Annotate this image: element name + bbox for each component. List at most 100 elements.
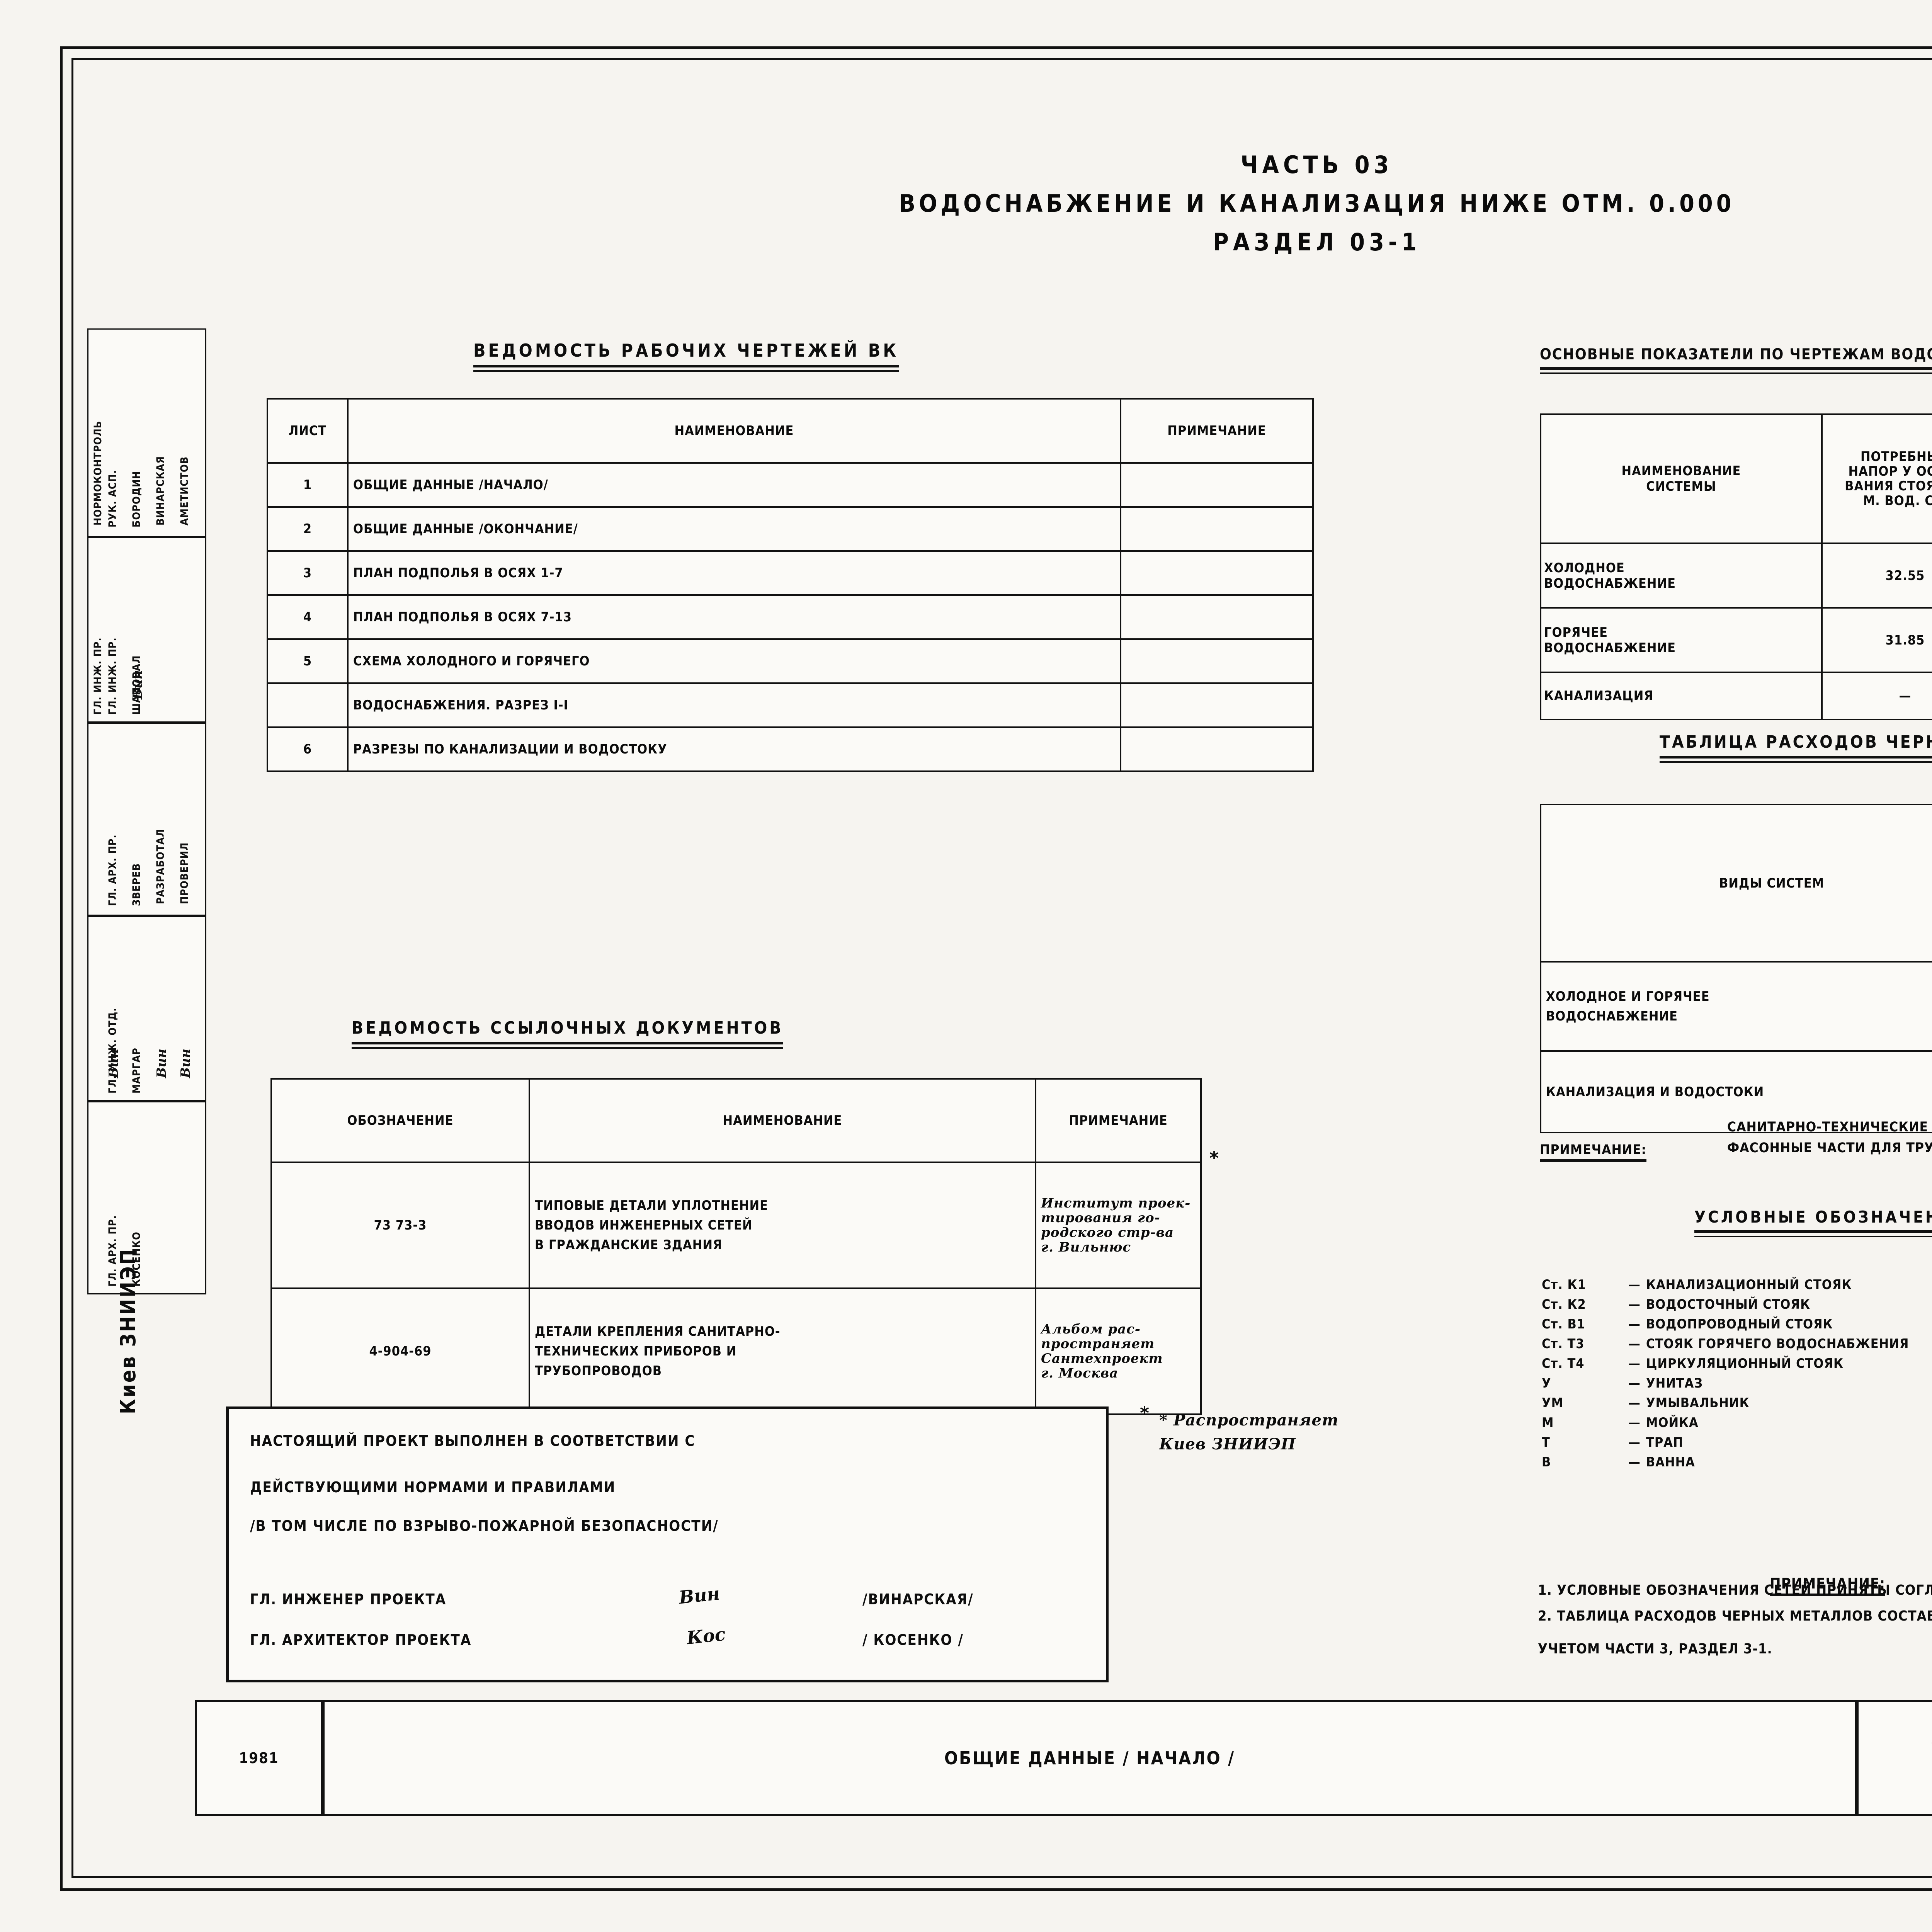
sheets-table: ЛИСТ НАИМЕНОВАНИЕ ПРИМЕЧАНИЕ 1 ОБЩИЕ ДАН… bbox=[267, 398, 1314, 772]
strip-role-0: РУК. АСП. bbox=[107, 469, 119, 527]
legend-desc: УМЫВАЛЬНИК bbox=[1646, 1395, 1750, 1411]
strip-role-2: ГЛ. АРХ. ПР. bbox=[107, 834, 119, 906]
refs-table: ОБОЗНАЧЕНИЕ НАИМЕНОВАНИЕ ПРИМЕЧАНИЕ 73 7… bbox=[270, 1078, 1202, 1415]
statement-line-3: /В ТОМ ЧИСЛЕ ПО ВЗРЫВО-ПОЖАРНОЙ БЕЗОПАСН… bbox=[250, 1517, 719, 1534]
legend-dash-icon: — bbox=[1628, 1356, 1641, 1371]
bottom-note-3: УЧЕТОМ ЧАСТИ 3, РАЗДЕЛ 3-1. bbox=[1538, 1641, 1772, 1657]
table-row: КАНАЛИЗАЦИЯ — 75,60 8,68 6,52 — — bbox=[1540, 672, 1932, 720]
table-row: 6 РАЗРЕЗЫ ПО КАНАЛИЗАЦИИ И ВОДОСТОКУ bbox=[267, 726, 1314, 772]
metals-table: ВИДЫ СИСТЕМ ВСЕГО НА 1 КВ. М ПОЛЕЗНОЙ ПЛ… bbox=[1539, 804, 1932, 1133]
cell-name: ОБЩИЕ ДАННЫЕ /НАЧАЛО/ bbox=[347, 462, 1121, 508]
strip-signature-3: Вин bbox=[106, 1049, 121, 1078]
statement-name-2: / КОСЕНКО / bbox=[862, 1631, 964, 1648]
col-header-name: НАИМЕНОВАНИЕ bbox=[347, 398, 1121, 464]
cell-kind: КАНАЛИЗАЦИЯ И ВОДОСТОКИ bbox=[1539, 1050, 1932, 1133]
cell-num bbox=[267, 682, 349, 728]
table-header-row: ВИДЫ СИСТЕМ ВСЕГО НА 1 КВ. М ПОЛЕЗНОЙ ПЛ… bbox=[1539, 804, 1932, 963]
cell-name: ВОДОСНАБЖЕНИЯ. РАЗРЕЗ I-I bbox=[347, 682, 1121, 728]
cell-name: СХЕМА ХОЛОДНОГО И ГОРЯЧЕГО bbox=[347, 638, 1121, 684]
table-header-row: ОБОЗНАЧЕНИЕ НАИМЕНОВАНИЕ ПРИМЕЧАНИЕ bbox=[270, 1078, 1202, 1163]
cell-num: 3 bbox=[267, 550, 349, 596]
cell-name: ДЕТАЛИ КРЕПЛЕНИЯ САНИТАРНО- ТЕХНИЧЕСКИХ … bbox=[529, 1287, 1036, 1415]
cell-name: ТИПОВЫЕ ДЕТАЛИ УПЛОТНЕНИЕ ВВОДОВ ИНЖЕНЕР… bbox=[529, 1162, 1036, 1289]
cell-system: ХОЛОДНОЕ ВОДОСНАБЖЕНИЕ bbox=[1540, 543, 1823, 609]
legend-key: УМ bbox=[1542, 1395, 1564, 1411]
legend-item: УМ — УМЫВАЛЬНИК bbox=[1542, 1393, 1909, 1413]
legend-dash-icon: — bbox=[1628, 1415, 1641, 1430]
legend-dash-icon: — bbox=[1628, 1336, 1641, 1352]
col-header-note: ПРИМЕЧАНИЕ bbox=[1035, 1078, 1202, 1163]
header-line-section: РАЗДЕЛ 03-1 bbox=[1213, 228, 1421, 256]
col-header-code: ОБОЗНАЧЕНИЕ bbox=[270, 1078, 530, 1163]
organization-label: Киев ЗНИИЭП bbox=[116, 1247, 140, 1414]
cell-num: 6 bbox=[267, 726, 349, 772]
cell-note bbox=[1120, 682, 1314, 728]
col-header-note: ПРИМЕЧАНИЕ bbox=[1120, 398, 1314, 464]
legend-item: У — УНИТАЗ bbox=[1542, 1374, 1909, 1393]
legend-item: Т — ТРАП bbox=[1542, 1433, 1909, 1452]
cell-pressure: 32.55 bbox=[1821, 543, 1932, 609]
strip-row-3 bbox=[87, 723, 206, 916]
statement-box: НАСТОЯЩИЙ ПРОЕКТ ВЫПОЛНЕН В СООТВЕТСТВИИ… bbox=[226, 1406, 1109, 1682]
metals-table-title: ТАБЛИЦА РАСХОДОВ ЧЕРНЫХ МЕТАЛЛОВ bbox=[1660, 732, 1932, 763]
indicators-table: НАИМЕНОВАНИЕ СИСТЕМЫ ПОТРЕБНЫЙ НАПОР У О… bbox=[1540, 413, 1932, 720]
legend-item: Ст. В1 — ВОДОПРОВОДНЫЙ СТОЯК bbox=[1542, 1315, 1909, 1334]
strip-signature-1: Вин bbox=[154, 1049, 169, 1078]
legend-item: В — ВАННА bbox=[1542, 1452, 1909, 1472]
legend-item: Ст. К2 — ВОДОСТОЧНЫЙ СТОЯК bbox=[1542, 1295, 1909, 1315]
col-header-sheet: ЛИСТ bbox=[267, 398, 349, 464]
strip-name-3: МАРГАР bbox=[131, 1048, 143, 1094]
bottom-note-1: 1. УСЛОВНЫЕ ОБОЗНАЧЕНИЯ СЕТЕЙ ПРИНЯТЫ СО… bbox=[1538, 1582, 1932, 1598]
left-approval-strip: РУК. АСП. ГЛ. ИНЖ. ПР. ГЛ. АРХ. ПР. ГЛ. … bbox=[72, 58, 288, 1874]
legend-key: Ст. Т4 bbox=[1542, 1356, 1585, 1371]
col-header-system: НАИМЕНОВАНИЕ СИСТЕМЫ bbox=[1540, 413, 1823, 544]
table-row: КАНАЛИЗАЦИЯ И ВОДОСТОКИ — 4,6 — 1,27 bbox=[1539, 1050, 1932, 1133]
cell-pressure: 31.85 bbox=[1821, 607, 1932, 673]
cell-num: 2 bbox=[267, 506, 349, 552]
metals-note-label: ПРИМЕЧАНИЕ: bbox=[1540, 1142, 1647, 1162]
header-line-title: ВОДОСНАБЖЕНИЕ И КАНАЛИЗАЦИЯ НИЖЕ ОТМ. 0.… bbox=[899, 189, 1735, 218]
legend-dash-icon: — bbox=[1628, 1316, 1641, 1332]
legend-desc: УНИТАЗ bbox=[1646, 1376, 1703, 1391]
legend-key: Ст. Т3 bbox=[1542, 1336, 1585, 1352]
cell-system: КАНАЛИЗАЦИЯ bbox=[1540, 672, 1823, 720]
table-row: 4 ПЛАН ПОДПОЛЬЯ В ОСЯХ 7-13 bbox=[267, 594, 1314, 640]
metals-note-text: САНИТАРНО-ТЕХНИЧЕСКИЕ ПРИБОРЫ, АРМАТУРА,… bbox=[1727, 1119, 1932, 1156]
legend-desc: КАНАЛИЗАЦИОННЫЙ СТОЯК bbox=[1646, 1277, 1852, 1293]
legend-key: У bbox=[1542, 1376, 1551, 1391]
legend-dash-icon: — bbox=[1628, 1297, 1641, 1312]
col-header-name: НАИМЕНОВАНИЕ bbox=[529, 1078, 1036, 1163]
legend-key: Ст. К2 bbox=[1542, 1297, 1586, 1312]
legend-title: УСЛОВНЫЕ ОБОЗНАЧЕНИЯ: bbox=[1694, 1208, 1932, 1237]
legend-item: Ст. Т4 — ЦИРКУЛЯЦИОННЫЙ СТОЯК bbox=[1542, 1354, 1909, 1374]
cell-code: 4-904-69 bbox=[270, 1287, 530, 1415]
statement-name-1: /ВИНАРСКАЯ/ bbox=[862, 1591, 974, 1608]
legend-dash-icon: — bbox=[1628, 1277, 1641, 1293]
title-block-stamp: 1981 ОБЩИЕ ДАННЫЕ / НАЧАЛО / ТИПОВОЙ ПРО… bbox=[195, 1700, 1932, 1828]
stamp-year: 1981 bbox=[195, 1700, 323, 1816]
statement-role-2: ГЛ. АРХИТЕКТОР ПРОЕКТА bbox=[250, 1631, 472, 1648]
col-header-pressure: ПОТРЕБНЫЙ НАПОР У ОСНО- ВАНИЯ СТОЯКОВ М.… bbox=[1821, 413, 1932, 544]
table-row: ВОДОСНАБЖЕНИЯ. РАЗРЕЗ I-I bbox=[267, 682, 1314, 728]
legend-desc: СТОЯК ГОРЯЧЕГО ВОДОСНАБЖЕНИЯ bbox=[1646, 1336, 1909, 1352]
legend-desc: ВАННА bbox=[1646, 1454, 1695, 1470]
sheets-table-title: ВЕДОМОСТЬ РАБОЧИХ ЧЕРТЕЖЕЙ ВК bbox=[473, 340, 899, 372]
table-row: 73 73-3 ТИПОВЫЕ ДЕТАЛИ УПЛОТНЕНИЕ ВВОДОВ… bbox=[270, 1162, 1202, 1289]
table-header-row: ЛИСТ НАИМЕНОВАНИЕ ПРИМЕЧАНИЕ bbox=[267, 398, 1314, 464]
signature-chief-engineer: Вин bbox=[678, 1583, 721, 1608]
legend-key: Т bbox=[1542, 1435, 1550, 1450]
stamp-doc-title: ОБЩИЕ ДАННЫЕ / НАЧАЛО / bbox=[323, 1700, 1857, 1816]
cell-note bbox=[1120, 550, 1314, 596]
cell-note bbox=[1120, 594, 1314, 640]
legend-item: М — МОЙКА bbox=[1542, 1413, 1909, 1433]
legend-dash-icon: — bbox=[1628, 1454, 1641, 1470]
cell-num: 1 bbox=[267, 462, 349, 508]
cell-name: РАЗРЕЗЫ ПО КАНАЛИЗАЦИИ И ВОДОСТОКУ bbox=[347, 726, 1121, 772]
table-header-row: НАИМЕНОВАНИЕ СИСТЕМЫ ПОТРЕБНЫЙ НАПОР У О… bbox=[1540, 413, 1932, 544]
outer-frame bbox=[60, 46, 1932, 1891]
table-row: 5 СХЕМА ХОЛОДНОГО И ГОРЯЧЕГО bbox=[267, 638, 1314, 684]
legend-key: Ст. К1 bbox=[1542, 1277, 1586, 1293]
asterisk-marker-1: * bbox=[1209, 1148, 1219, 1168]
table-row: 1 ОБЩИЕ ДАННЫЕ /НАЧАЛО/ bbox=[267, 462, 1314, 508]
legend-key: В bbox=[1542, 1454, 1551, 1470]
